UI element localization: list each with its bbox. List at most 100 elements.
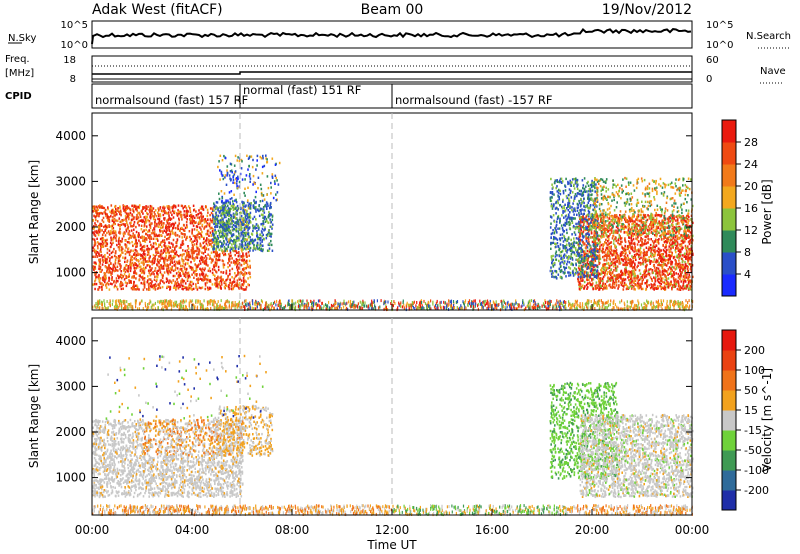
range-gate-cell (633, 265, 635, 269)
range-gate-cell (617, 227, 619, 230)
range-gate-cell (246, 218, 248, 221)
range-gate-cell (218, 281, 221, 284)
range-gate-cell (112, 210, 114, 213)
range-gate-cell (114, 222, 116, 226)
range-gate-cell (119, 285, 122, 288)
range-gate-cell (683, 266, 685, 269)
range-gate-cell (174, 255, 176, 258)
range-gate-cell (248, 271, 250, 275)
range-gate-cell (103, 225, 105, 229)
range-gate-cell (673, 279, 675, 282)
range-gate-cell (653, 218, 656, 222)
range-gate-cell (629, 282, 631, 285)
range-gate-cell (163, 217, 165, 220)
range-gate-cell (227, 221, 230, 224)
range-gate-cell (132, 244, 134, 247)
range-gate-cell (95, 272, 97, 275)
range-gate-cell (661, 220, 663, 223)
range-gate-cell (227, 262, 229, 265)
range-gate-cell (217, 165, 219, 169)
range-gate-cell (223, 241, 226, 245)
range-gate-cell (241, 242, 243, 246)
range-gate-cell (248, 254, 250, 257)
range-gate-cell (214, 228, 216, 232)
range-gate-cell (589, 265, 591, 268)
range-gate-cell (644, 235, 647, 238)
range-gate-cell (92, 237, 94, 241)
range-gate-cell (684, 274, 687, 277)
range-gate-cell (137, 220, 139, 224)
range-gate-cell (227, 213, 229, 216)
range-gate-cell (687, 253, 690, 256)
range-gate-cell (637, 236, 639, 239)
range-gate-cell (197, 212, 200, 216)
range-gate-cell (616, 265, 619, 268)
range-gate-cell (587, 230, 590, 233)
range-gate-cell (231, 257, 233, 260)
range-gate-cell (577, 273, 579, 276)
range-gate-cell (246, 263, 249, 267)
range-gate-cell (686, 246, 688, 249)
range-gate-cell (595, 281, 598, 284)
range-gate-cell (652, 241, 655, 245)
range-gate-cell (645, 269, 648, 272)
range-gate-cell (144, 218, 147, 222)
range-gate-cell (232, 281, 234, 284)
range-gate-cell (235, 201, 238, 204)
range-gate-cell (196, 216, 199, 219)
range-gate-cell (108, 219, 110, 223)
range-gate-cell (217, 208, 219, 211)
range-gate-cell (195, 210, 197, 213)
range-gate-cell (215, 205, 217, 208)
range-gate-cell (167, 226, 169, 229)
range-gate-cell (630, 259, 632, 262)
range-gate-cell (633, 285, 635, 288)
range-gate-cell (227, 207, 230, 210)
range-gate-cell (229, 177, 231, 180)
range-gate-cell (608, 235, 610, 238)
range-gate-cell (154, 234, 156, 238)
range-gate-cell (198, 253, 200, 256)
range-gate-cell (201, 274, 204, 277)
range-gate-cell (642, 287, 644, 291)
range-gate-cell (256, 234, 259, 237)
range-gate-cell (161, 240, 163, 244)
range-gate-cell (274, 174, 277, 177)
range-gate-cell (116, 209, 118, 212)
range-gate-cell (168, 208, 171, 212)
range-gate-cell (189, 210, 192, 213)
range-gate-cell (152, 245, 155, 248)
range-gate-cell (671, 284, 674, 287)
range-gate-cell (207, 264, 209, 267)
range-gate-cell (110, 245, 112, 248)
range-gate-cell (101, 239, 104, 242)
range-gate-cell (163, 271, 166, 274)
range-gate-cell (183, 266, 186, 269)
range-gate-cell (614, 220, 616, 223)
range-gate-cell (610, 272, 612, 275)
range-gate-cell (173, 210, 176, 213)
range-gate-cell (193, 216, 196, 220)
range-gate-cell (157, 213, 160, 216)
range-gate-cell (671, 253, 673, 257)
range-gate-cell (605, 259, 608, 262)
range-gate-cell (172, 286, 175, 289)
range-gate-cell (195, 245, 198, 248)
range-gate-cell (620, 283, 623, 286)
range-gate-cell (122, 222, 124, 226)
range-gate-cell (114, 284, 116, 287)
range-gate-cell (610, 263, 613, 267)
range-gate-cell (117, 245, 120, 249)
range-gate-cell (196, 255, 199, 258)
cpid-strip: CPID normalsound (fast) 157 RF normal (f… (5, 83, 693, 109)
range-gate-cell (223, 246, 226, 249)
range-gate-cell (212, 248, 215, 251)
range-gate-cell (203, 245, 206, 248)
range-gate-cell (179, 285, 181, 288)
range-gate-cell (190, 249, 193, 252)
range-gate-cell (647, 225, 650, 228)
range-gate-cell (234, 207, 236, 210)
range-gate-cell (216, 254, 218, 258)
range-gate-cell (113, 212, 116, 215)
range-gate-cell (652, 284, 654, 287)
